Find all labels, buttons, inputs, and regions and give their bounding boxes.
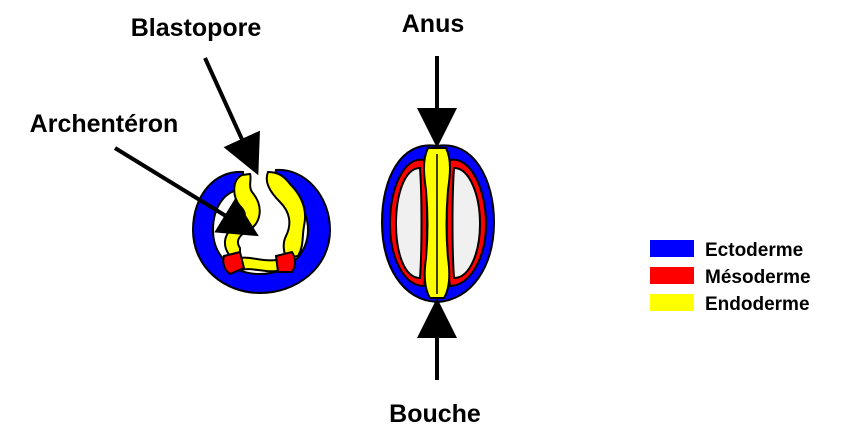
label-archenteron: Archentéron: [30, 110, 179, 138]
embryo-coelom-left: [394, 166, 423, 280]
legend-label-mesoderm: Mésoderme: [705, 267, 811, 288]
arrow-blastopore: [203, 57, 260, 176]
gastrula-ectoderm: [191, 168, 332, 295]
label-blastopore: Blastopore: [131, 14, 262, 42]
gastrula-mesoderm-right: [274, 250, 296, 273]
gastrula: [191, 168, 332, 295]
triploblast-embryo: [380, 144, 496, 304]
legend-swatch-mesoderm: [650, 267, 694, 284]
gastrula-mesoderm-left: [222, 250, 246, 276]
embryo-coelom-right: [451, 166, 482, 280]
label-anus: Anus: [402, 10, 465, 38]
legend: Ectoderme Mésoderme Endoderme: [650, 240, 811, 315]
legend-label-endoderm: Endoderme: [705, 294, 810, 315]
legend-label-ectoderm: Ectoderme: [705, 240, 803, 261]
arrow-archenteron: [113, 146, 259, 237]
legend-swatch-endoderm: [650, 294, 694, 311]
legend-swatch-ectoderm: [650, 240, 694, 257]
label-bouche: Bouche: [389, 400, 481, 428]
